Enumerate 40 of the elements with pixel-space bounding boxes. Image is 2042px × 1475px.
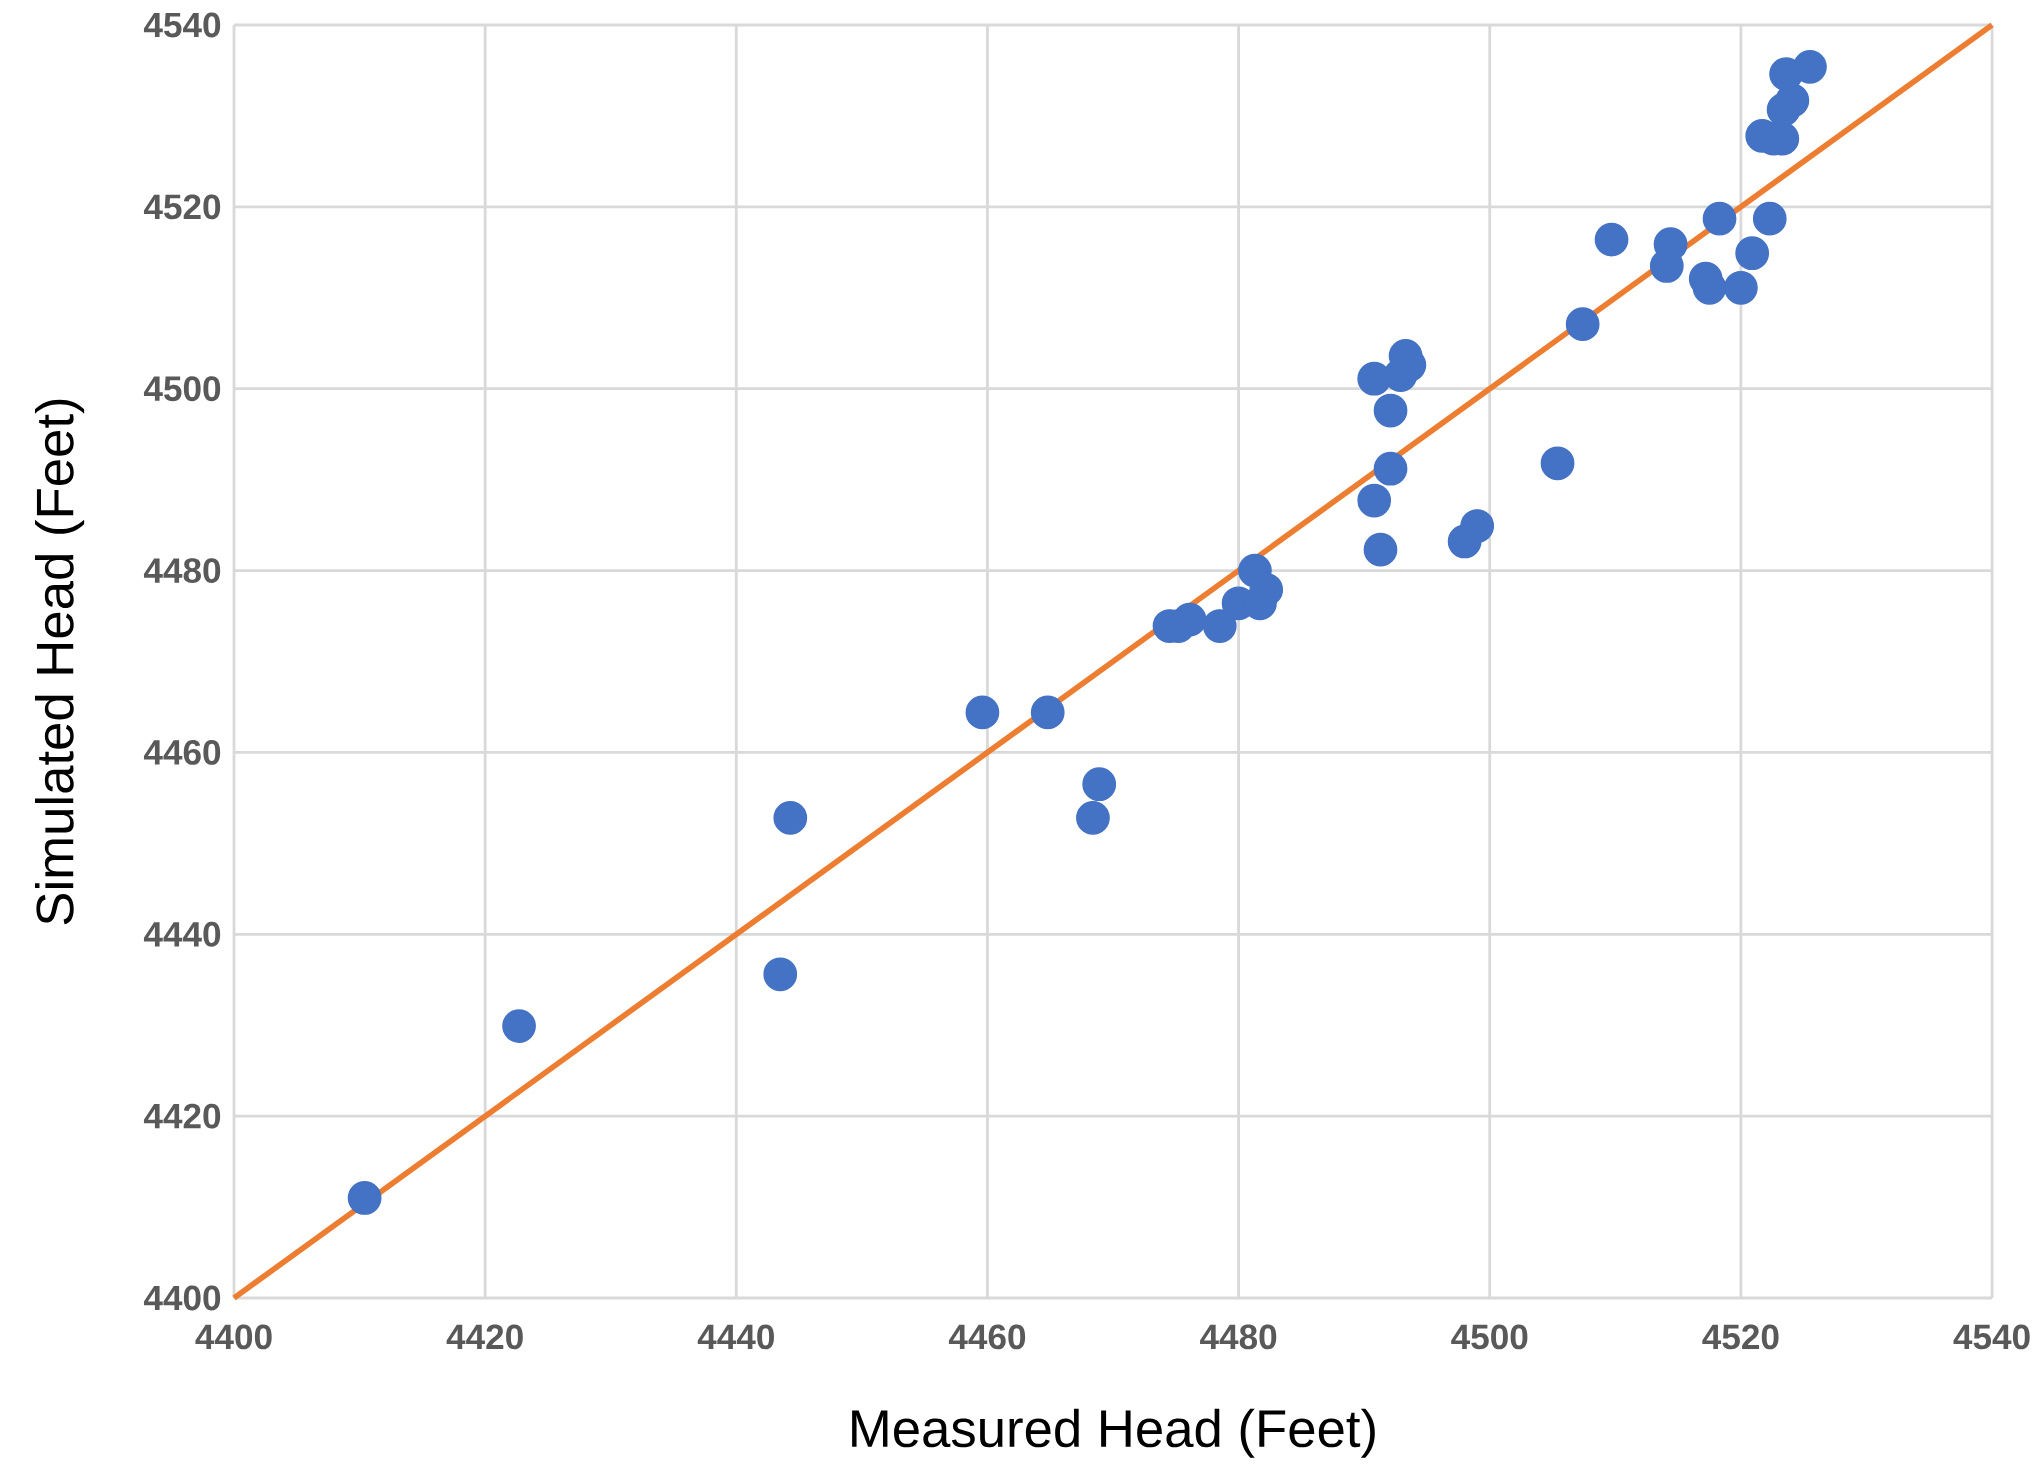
point <box>1460 509 1495 543</box>
point <box>1363 532 1398 567</box>
x-tick-label: 4460 <box>948 1324 1026 1350</box>
y-tick-label: 4520 <box>143 194 221 220</box>
y-tick-label: 4460 <box>143 739 221 765</box>
point <box>347 1181 382 1215</box>
x-tick-label: 4480 <box>1200 1324 1277 1350</box>
point <box>1793 49 1827 84</box>
point <box>1373 393 1408 428</box>
y-tick-label: 4400 <box>143 1285 221 1311</box>
x-tick-label: 4420 <box>446 1324 523 1350</box>
point <box>1752 201 1787 236</box>
point <box>502 1009 536 1043</box>
point <box>1594 222 1629 257</box>
point <box>1076 801 1110 835</box>
point <box>763 957 798 992</box>
point <box>1357 483 1392 518</box>
point <box>1735 236 1770 271</box>
point <box>1373 451 1408 486</box>
x-tick-label: 4440 <box>697 1324 774 1350</box>
x-tick-label: 4500 <box>1451 1324 1528 1350</box>
point <box>965 695 1000 730</box>
y-axis-title: Simulated Head (Feet) <box>35 399 85 925</box>
y-tick-label: 4440 <box>143 921 221 947</box>
point <box>1540 446 1575 481</box>
x-tick-label: 4400 <box>195 1324 272 1350</box>
point <box>1565 307 1600 342</box>
point <box>773 801 808 835</box>
x-tick-label: 4520 <box>1702 1324 1779 1350</box>
y-tick-label: 4420 <box>143 1103 221 1129</box>
y-tick-label: 4480 <box>143 558 221 583</box>
x-axis-title: Measured Head (Feet) <box>852 1408 1375 1458</box>
point <box>1082 767 1117 802</box>
point <box>1030 695 1065 730</box>
x-tick-label: 4540 <box>1953 1324 2030 1350</box>
y-tick-label: 4540 <box>143 12 221 38</box>
point <box>1702 201 1737 236</box>
point <box>1202 609 1237 643</box>
point <box>1724 270 1758 305</box>
y-tick-label: 4500 <box>143 376 221 402</box>
